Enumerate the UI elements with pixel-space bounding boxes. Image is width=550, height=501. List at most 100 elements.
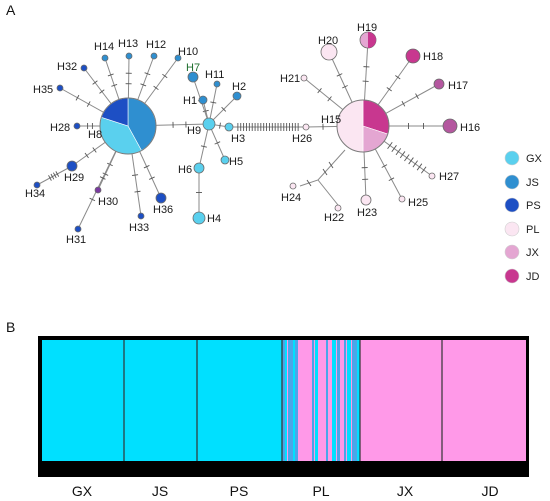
label-h17: H17 xyxy=(448,80,468,92)
mutation-tick xyxy=(317,88,322,94)
legend-item-jx: JX xyxy=(504,244,540,260)
node-circle xyxy=(213,80,221,88)
node-h13 xyxy=(125,52,133,60)
label-h27: H27 xyxy=(439,171,459,183)
node-h12 xyxy=(150,52,158,60)
label-h36: H36 xyxy=(153,204,173,216)
mutation-tick xyxy=(134,190,141,193)
label-h26: H26 xyxy=(292,133,312,145)
node-h8 xyxy=(99,97,157,155)
pie-slice-jd xyxy=(368,32,376,48)
label-h21: H21 xyxy=(280,73,300,85)
node-circle xyxy=(202,117,216,131)
edge-h3-h26 xyxy=(229,123,306,131)
node-circle xyxy=(442,118,458,134)
mutation-tick xyxy=(153,85,159,91)
node-circle xyxy=(320,43,338,61)
mutation-tick xyxy=(53,172,57,179)
label-h22: H22 xyxy=(324,212,344,224)
legend-swatch xyxy=(504,174,520,190)
legend-label: JD xyxy=(526,271,540,283)
edge-line xyxy=(317,179,339,206)
mutation-tick xyxy=(89,197,96,202)
structure-fill xyxy=(42,340,526,461)
population-label-jx: JX xyxy=(397,483,414,499)
label-h18: H18 xyxy=(423,51,443,63)
structure-pl-strip xyxy=(337,340,340,461)
mutation-tick xyxy=(395,148,402,156)
node-h5 xyxy=(220,155,230,165)
structure-cluster1-block xyxy=(42,340,282,461)
mutation-tick xyxy=(395,75,401,80)
node-circle xyxy=(193,162,205,174)
node-h9 xyxy=(202,117,216,131)
node-circle xyxy=(137,212,145,220)
mutation-tick xyxy=(202,109,209,113)
mutation-tick xyxy=(149,176,155,180)
label-h16: H16 xyxy=(460,122,480,134)
structure-pl-strip xyxy=(344,340,346,461)
label-h12: H12 xyxy=(146,39,166,51)
edge-h9-h2 xyxy=(208,95,238,125)
node-circle xyxy=(198,95,208,105)
legend-label: GX xyxy=(526,153,543,165)
node-outline xyxy=(336,99,390,153)
legend-swatch xyxy=(504,268,520,284)
mutation-tick xyxy=(415,93,419,100)
mutation-tick xyxy=(219,122,221,129)
population-labels: GX JS PS PL JX JD xyxy=(72,483,499,499)
mutation-tick xyxy=(143,165,150,169)
node-h22 xyxy=(334,204,342,212)
label-h9: H9 xyxy=(187,125,201,137)
structure-pl-strip xyxy=(312,340,314,461)
structure-pl-strip xyxy=(282,340,285,461)
node-h26 xyxy=(302,123,310,131)
structure-pl-strip xyxy=(293,340,295,461)
label-h23: H23 xyxy=(357,207,377,219)
label-h5: H5 xyxy=(229,156,243,168)
node-outline xyxy=(99,97,157,155)
mutation-tick xyxy=(102,172,109,176)
node-circle xyxy=(433,78,445,90)
legend-item-js: JS xyxy=(504,174,539,190)
node-h33 xyxy=(137,212,145,220)
node-circle xyxy=(398,195,406,203)
node-circle xyxy=(74,225,82,233)
mutation-tick xyxy=(111,83,118,87)
label-h10: H10 xyxy=(178,46,198,58)
population-label-gx: GX xyxy=(72,483,93,499)
haplotype-labels: H1 H2 H3 H4 H5 H6 H7 H8 H9 H10 H11 H12 H13 H14 H15 H16 H… xyxy=(25,22,480,246)
legend-item-gx: GX xyxy=(504,150,543,166)
structure-pl-strip xyxy=(357,340,360,461)
node-circle xyxy=(360,194,372,206)
node-h32 xyxy=(80,64,88,72)
node-h4 xyxy=(192,211,206,225)
label-h8: H8 xyxy=(88,129,102,141)
label-h33: H33 xyxy=(129,222,149,234)
mutation-tick xyxy=(386,87,392,92)
edge-h6-h4 xyxy=(196,168,202,218)
node-h25 xyxy=(398,195,406,203)
edge-h9-h11 xyxy=(208,83,218,125)
population-label-pl: PL xyxy=(312,483,329,499)
panel-a-letter: A xyxy=(6,2,16,18)
node-circle xyxy=(125,52,133,60)
mutation-tick xyxy=(84,152,89,159)
mutation-tick xyxy=(404,154,410,162)
node-h10 xyxy=(174,54,182,62)
structure-pl-strip xyxy=(352,340,357,461)
node-circle xyxy=(187,71,199,83)
mutation-tick xyxy=(399,151,406,159)
structure-dividers xyxy=(123,340,443,461)
label-h1: H1 xyxy=(183,95,197,107)
label-h19: H19 xyxy=(357,22,377,34)
legend-swatch xyxy=(504,221,520,237)
structure-pl-strip xyxy=(347,340,351,461)
mutation-tick xyxy=(336,73,343,77)
node-h27 xyxy=(428,172,436,180)
mutation-tick xyxy=(210,101,217,104)
mutation-tick xyxy=(327,96,332,102)
node-circle xyxy=(224,122,234,132)
node-circle xyxy=(80,64,88,72)
mutation-tick xyxy=(92,147,97,153)
